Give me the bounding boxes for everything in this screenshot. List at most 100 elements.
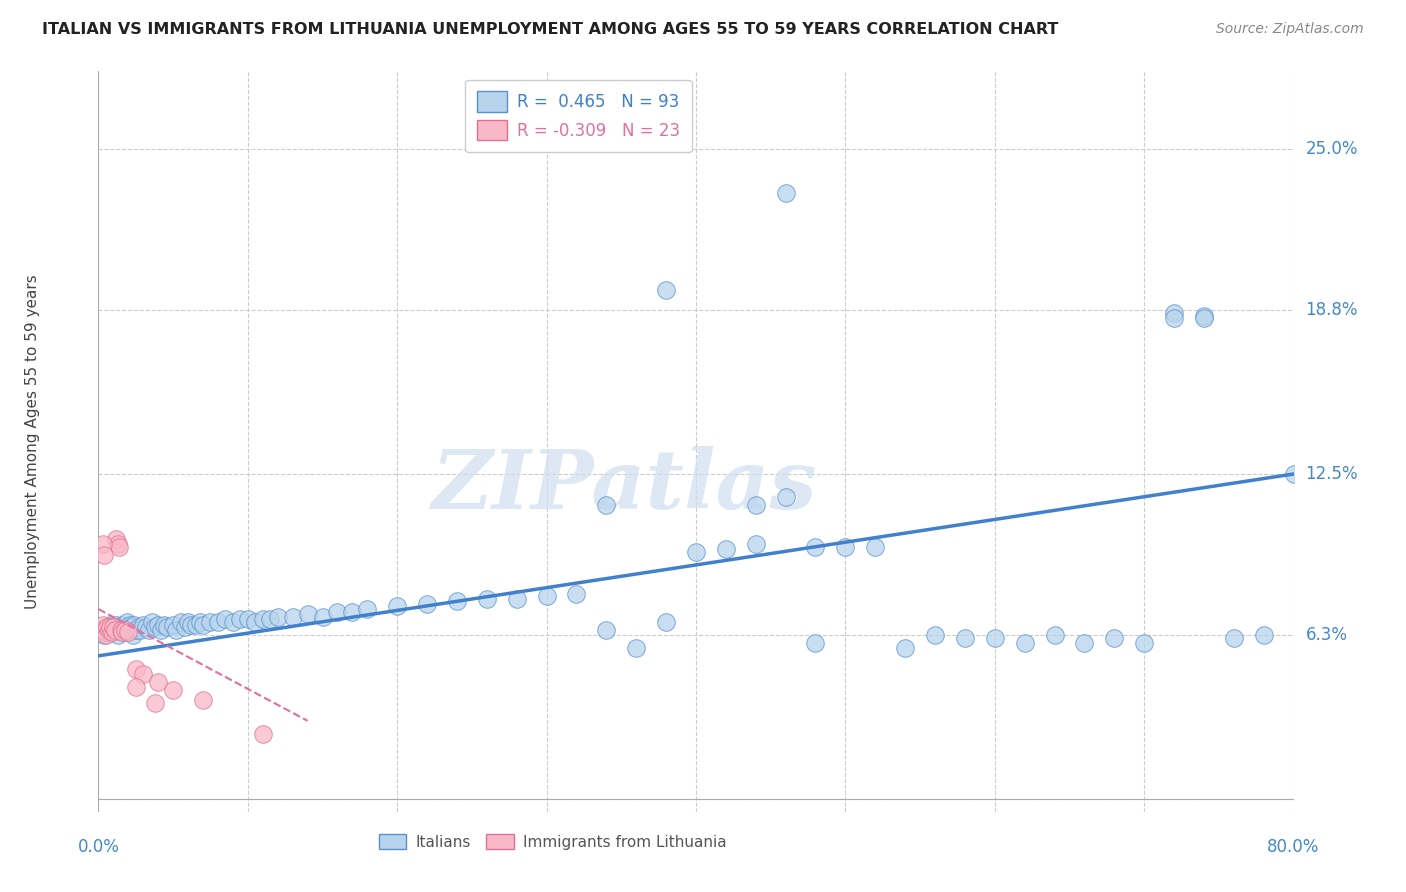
Point — [984, 631, 1007, 645]
Text: ZIPatlas: ZIPatlas — [432, 446, 817, 526]
Point — [655, 615, 678, 629]
Point — [143, 620, 166, 634]
Point — [865, 540, 887, 554]
Text: Source: ZipAtlas.com: Source: ZipAtlas.com — [1216, 22, 1364, 37]
Point — [105, 617, 128, 632]
Point — [1043, 628, 1066, 642]
Point — [118, 617, 141, 632]
Point — [91, 537, 114, 551]
Point — [150, 623, 173, 637]
Point — [153, 617, 176, 632]
Point — [125, 623, 148, 637]
Point — [1014, 636, 1036, 650]
Point — [297, 607, 319, 622]
Point — [1163, 311, 1185, 326]
Point — [536, 589, 558, 603]
Point — [775, 186, 797, 201]
Point — [267, 610, 290, 624]
Text: 80.0%: 80.0% — [1267, 838, 1320, 855]
Point — [108, 620, 131, 634]
Point — [180, 617, 202, 632]
Point — [121, 628, 143, 642]
Point — [1163, 306, 1185, 320]
Point — [128, 620, 150, 634]
Point — [98, 620, 122, 634]
Point — [110, 623, 132, 637]
Text: 6.3%: 6.3% — [1306, 626, 1347, 644]
Point — [156, 620, 179, 634]
Point — [148, 674, 170, 689]
Point — [101, 625, 124, 640]
Point — [103, 620, 125, 634]
Point — [124, 617, 146, 632]
Point — [141, 615, 163, 629]
Point — [804, 636, 827, 650]
Point — [94, 625, 117, 640]
Point — [117, 623, 139, 637]
Point — [162, 682, 184, 697]
Point — [103, 620, 125, 634]
Point — [115, 615, 138, 629]
Point — [259, 612, 281, 626]
Point — [222, 615, 245, 629]
Point — [91, 617, 114, 632]
Point — [96, 620, 118, 634]
Point — [1133, 636, 1156, 650]
Point — [775, 491, 797, 505]
Point — [104, 623, 127, 637]
Point — [236, 612, 259, 626]
Point — [191, 693, 214, 707]
Text: 18.8%: 18.8% — [1306, 301, 1358, 319]
Point — [110, 623, 132, 637]
Point — [229, 612, 252, 626]
Point — [177, 615, 200, 629]
Point — [595, 498, 617, 512]
Point — [565, 586, 588, 600]
Point — [114, 623, 136, 637]
Text: 25.0%: 25.0% — [1306, 140, 1358, 158]
Text: ITALIAN VS IMMIGRANTS FROM LITHUANIA UNEMPLOYMENT AMONG AGES 55 TO 59 YEARS CORR: ITALIAN VS IMMIGRANTS FROM LITHUANIA UNE… — [42, 22, 1059, 37]
Point — [90, 623, 112, 637]
Point — [281, 610, 304, 624]
Point — [120, 620, 142, 634]
Point — [107, 628, 129, 642]
Point — [804, 540, 827, 554]
Point — [1073, 636, 1095, 650]
Text: 12.5%: 12.5% — [1306, 465, 1358, 483]
Point — [1104, 631, 1126, 645]
Point — [416, 597, 439, 611]
Point — [385, 599, 409, 614]
Point — [252, 612, 274, 626]
Point — [834, 540, 856, 554]
Point — [184, 617, 207, 632]
Point — [894, 641, 917, 656]
Point — [626, 641, 648, 656]
Point — [714, 542, 737, 557]
Point — [342, 605, 364, 619]
Point — [114, 620, 136, 634]
Point — [191, 617, 214, 632]
Point — [1223, 631, 1246, 645]
Text: 0.0%: 0.0% — [77, 838, 120, 855]
Point — [506, 591, 529, 606]
Point — [1192, 309, 1215, 323]
Point — [135, 620, 157, 634]
Point — [655, 283, 678, 297]
Point — [129, 623, 152, 637]
Point — [108, 540, 131, 554]
Point — [214, 612, 236, 626]
Point — [1192, 311, 1215, 326]
Point — [446, 594, 468, 608]
Point — [174, 620, 197, 634]
Point — [356, 602, 378, 616]
Point — [1253, 628, 1275, 642]
Point — [245, 615, 267, 629]
Point — [165, 623, 187, 637]
Point — [105, 532, 128, 546]
Point — [104, 623, 127, 637]
Point — [93, 548, 115, 562]
Point — [111, 625, 134, 640]
Point — [94, 628, 117, 642]
Point — [169, 615, 191, 629]
Point — [953, 631, 976, 645]
